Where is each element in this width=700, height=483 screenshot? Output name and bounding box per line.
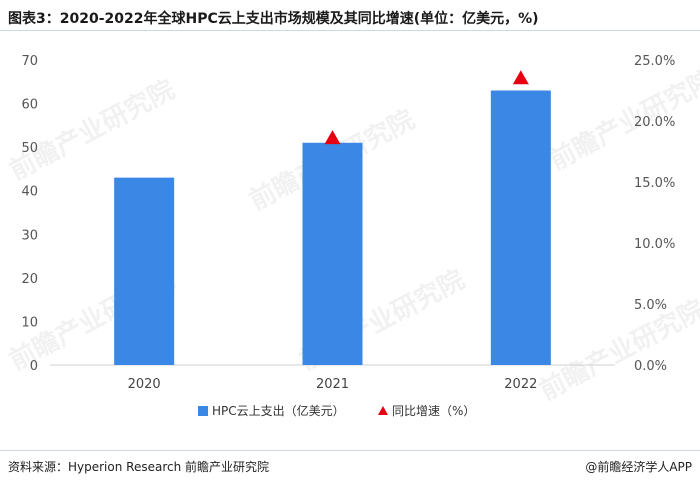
chart-title: 图表3：2020-2022年全球HPC云上支出市场规模及其同比增速(单位：亿美元… (8, 11, 539, 27)
y-left-tick-label: 50 (21, 141, 38, 156)
y-right-tick-label: 0.0% (634, 359, 667, 374)
y-left-tick-label: 60 (21, 98, 38, 113)
source-note: 资料来源：Hyperion Research 前瞻产业研究院 (8, 460, 270, 474)
x-tick-label: 2020 (128, 377, 161, 392)
y-left-tick-label: 70 (21, 54, 38, 69)
bar (490, 90, 551, 365)
y-left-tick-label: 10 (21, 315, 38, 330)
legend-swatch-bar (198, 406, 208, 416)
legend-label-growth: 同比增速（%） (392, 404, 475, 418)
title-divider (0, 30, 700, 31)
footer-divider (0, 450, 700, 451)
growth-marker (512, 70, 529, 85)
x-tick-label: 2022 (504, 377, 537, 392)
y-left-tick-label: 30 (21, 228, 38, 243)
legend-label-bar: HPC云上支出（亿美元） (212, 403, 345, 418)
y-right-tick-label: 15.0% (634, 176, 675, 191)
chart-area: 0 10 20 30 40 50 60 70 0.0% 5.0% 10.0% 15.0% 20.0% 25… (21, 54, 675, 418)
brand-credit: @前瞻经济学人APP (585, 460, 692, 474)
y-right-tick-label: 25.0% (634, 54, 675, 69)
y-left-tick-label: 0 (30, 359, 38, 374)
y-right-tick-label: 20.0% (634, 115, 675, 130)
bar (302, 142, 363, 365)
y-right-tick-label: 5.0% (634, 298, 667, 313)
bar (114, 177, 175, 365)
x-tick-label: 2021 (316, 377, 349, 392)
y-left-tick-label: 20 (21, 272, 38, 287)
y-right-tick-label: 10.0% (634, 237, 675, 252)
y-left-tick-label: 40 (21, 185, 38, 200)
legend-swatch-growth (378, 406, 388, 415)
growth-marker (324, 130, 341, 145)
